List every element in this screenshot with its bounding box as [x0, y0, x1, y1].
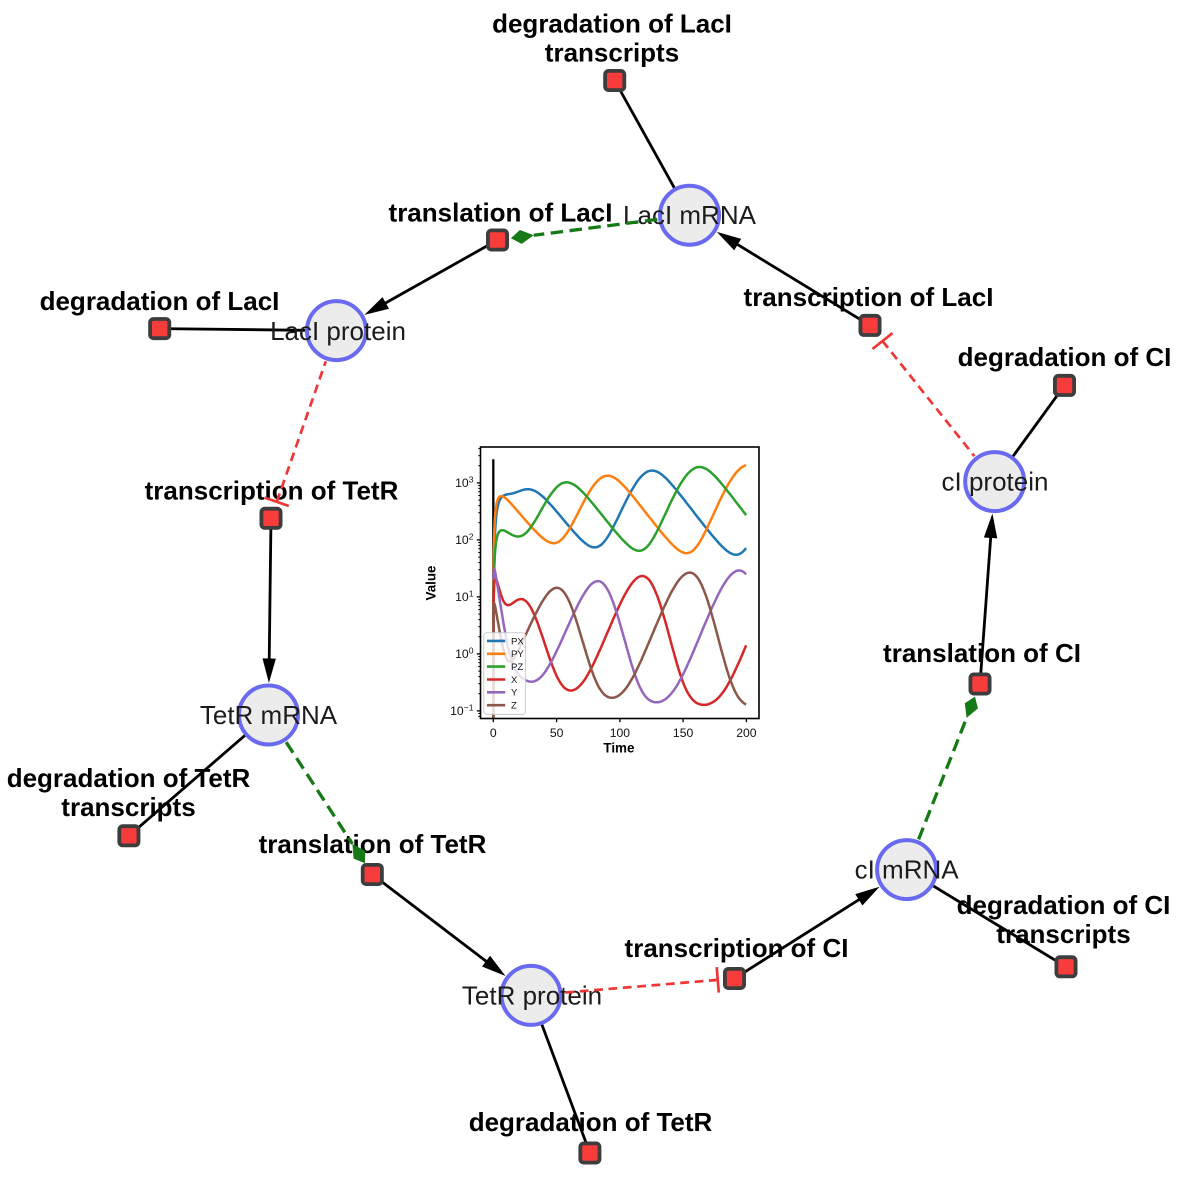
svg-text:transcripts: transcripts — [545, 38, 679, 68]
svg-text:degradation of CI: degradation of CI — [958, 342, 1172, 372]
svg-text:PX: PX — [511, 636, 524, 647]
svg-text:degradation of LacI: degradation of LacI — [492, 9, 732, 39]
svg-text:degradation of CI: degradation of CI — [957, 890, 1171, 920]
svg-text:X: X — [511, 675, 518, 686]
svg-text:transcription of LacI: transcription of LacI — [744, 282, 994, 312]
svg-text:Y: Y — [511, 688, 518, 699]
svg-text:transcription of CI: transcription of CI — [625, 933, 849, 963]
svg-text:cI protein: cI protein — [942, 467, 1049, 497]
svg-text:degradation of TetR: degradation of TetR — [7, 763, 251, 793]
svg-text:200: 200 — [736, 726, 757, 740]
svg-text:transcripts: transcripts — [996, 919, 1130, 949]
svg-text:degradation of TetR: degradation of TetR — [469, 1107, 713, 1137]
svg-text:degradation of LacI: degradation of LacI — [40, 286, 280, 316]
svg-text:0: 0 — [490, 726, 497, 740]
svg-text:102: 102 — [455, 532, 474, 548]
svg-text:Z: Z — [511, 701, 517, 712]
svg-text:translation of LacI: translation of LacI — [389, 198, 613, 228]
svg-text:50: 50 — [550, 726, 564, 740]
svg-text:10−1: 10−1 — [450, 703, 474, 719]
svg-text:150: 150 — [673, 726, 694, 740]
svg-text:103: 103 — [455, 475, 474, 491]
svg-text:TetR mRNA: TetR mRNA — [200, 700, 338, 730]
svg-text:100: 100 — [455, 646, 474, 662]
svg-text:PZ: PZ — [511, 662, 523, 673]
svg-text:TetR protein: TetR protein — [462, 980, 602, 1010]
svg-text:101: 101 — [455, 589, 474, 605]
svg-text:transcripts: transcripts — [61, 792, 195, 822]
svg-text:cI mRNA: cI mRNA — [855, 855, 960, 885]
svg-text:PY: PY — [511, 649, 524, 660]
svg-text:LacI protein: LacI protein — [270, 316, 406, 346]
svg-text:100: 100 — [610, 726, 631, 740]
svg-text:LacI mRNA: LacI mRNA — [623, 200, 757, 230]
svg-text:Time: Time — [603, 741, 634, 756]
svg-text:translation of CI: translation of CI — [883, 638, 1081, 668]
svg-text:Value: Value — [423, 566, 438, 601]
svg-text:translation of TetR: translation of TetR — [259, 829, 487, 859]
